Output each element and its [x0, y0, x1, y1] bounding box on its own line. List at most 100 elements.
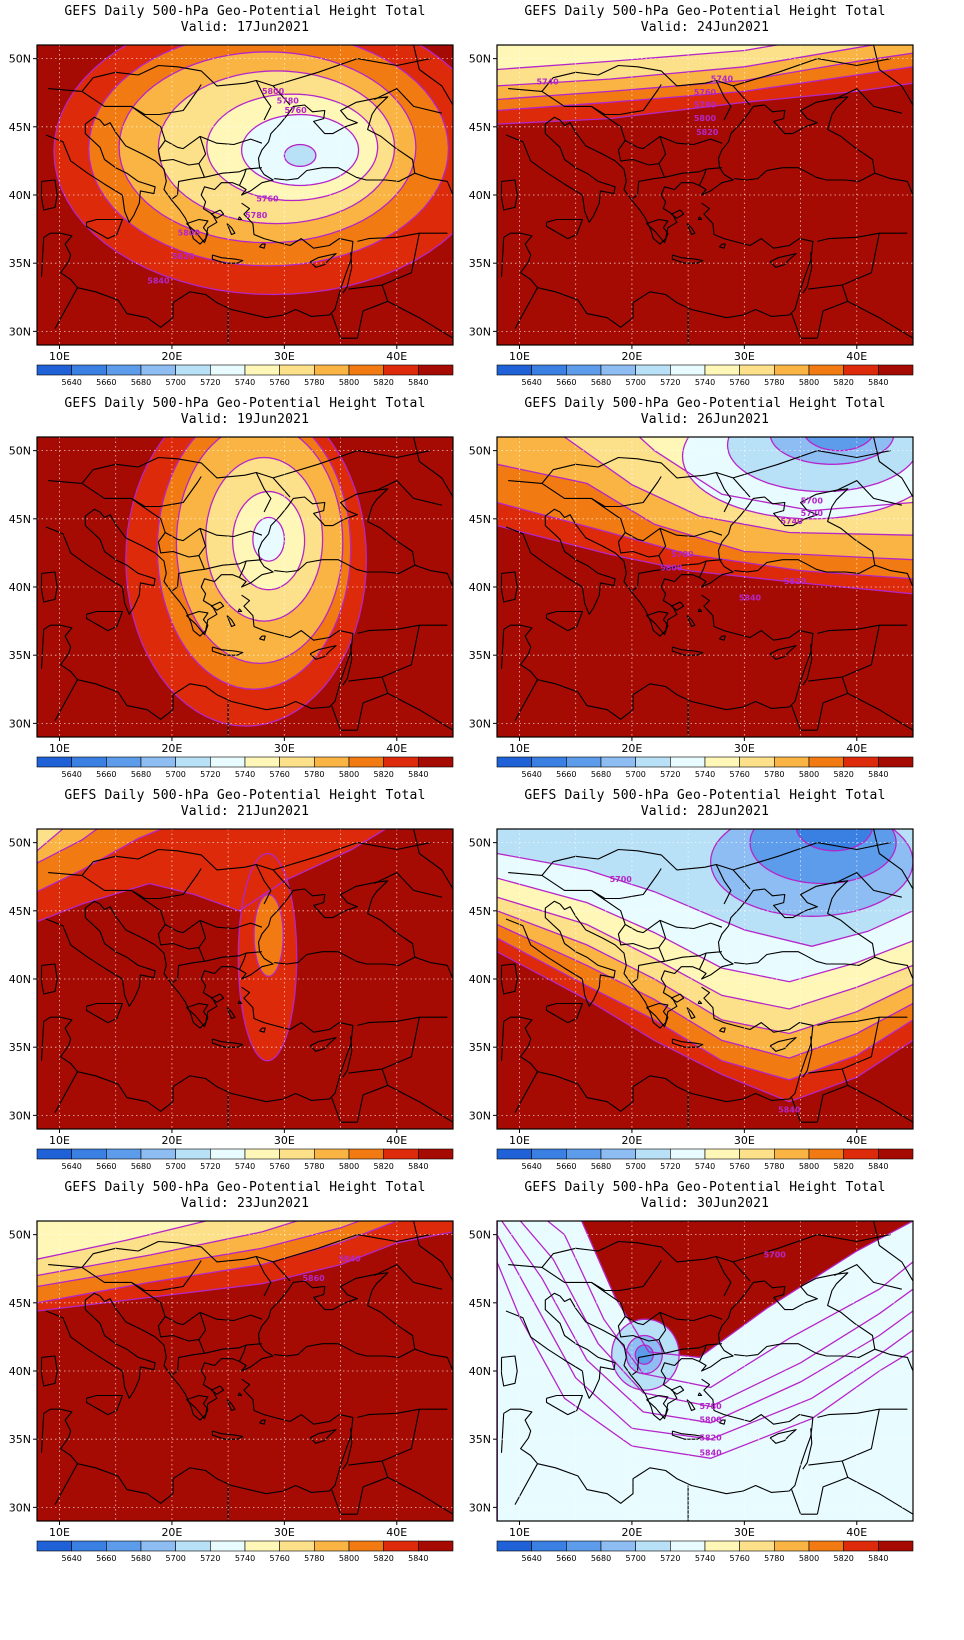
coast-border-line — [348, 1068, 389, 1123]
coast-border-line — [348, 1460, 389, 1515]
lon-label: 40E — [846, 350, 867, 363]
colorbar-swatch — [496, 1148, 532, 1160]
contour-band — [252, 517, 285, 562]
panel-valid-date: Valid: 21Jun2021 — [180, 804, 310, 819]
coast-border-line — [99, 1272, 416, 1421]
contour-line — [88, 45, 450, 267]
coast-border-line — [591, 105, 723, 150]
colorbar-label: 5720 — [660, 1554, 680, 1563]
coast-border-line — [131, 889, 263, 934]
coast-border-line — [413, 829, 453, 890]
coast-border-line — [686, 223, 696, 236]
filled-height-field — [497, 45, 913, 345]
lat-label: 50N — [469, 837, 491, 850]
coast-border-line — [664, 167, 722, 178]
colorbar-swatch — [496, 1540, 532, 1552]
coast-border-line — [204, 951, 262, 962]
contour-label: 5740 — [780, 517, 803, 526]
colorbar-label: 5680 — [591, 378, 611, 387]
coast-border-line — [500, 1021, 505, 1061]
coast-border-line — [387, 1476, 453, 1515]
coast-border-line — [847, 300, 913, 339]
coast-border-line — [255, 80, 272, 121]
coast-border-line — [255, 472, 272, 513]
colorbar-swatch — [175, 756, 211, 768]
colorbar-swatch — [418, 756, 454, 768]
coast-border-line — [210, 601, 225, 611]
contour-line — [497, 82, 913, 125]
colorbar-label: 5840 — [408, 1554, 428, 1563]
colorbar-swatch — [635, 1540, 671, 1552]
coast-border-line — [847, 692, 913, 731]
coast-border-line — [45, 116, 156, 223]
lat-lon-grid — [497, 437, 913, 737]
coast-border-line — [381, 1409, 420, 1462]
contour-line — [283, 143, 317, 168]
colorbar-label: 5780 — [764, 770, 784, 779]
lon-label: 10E — [509, 350, 530, 363]
colorbar-label: 5820 — [834, 770, 854, 779]
coast-border-line — [719, 1027, 726, 1033]
contour-line — [37, 829, 64, 852]
contour-line — [156, 437, 352, 690]
colorbar-label: 5760 — [730, 1554, 750, 1563]
contour-line — [231, 490, 306, 591]
coast-border-line — [414, 172, 453, 196]
contour-label: 5800 — [660, 563, 683, 572]
coast-border-line — [237, 216, 243, 221]
coast-border-line — [342, 644, 353, 686]
coast-border-line — [808, 1068, 849, 1123]
colorbar-label: 5720 — [200, 770, 220, 779]
coast-border-line — [413, 437, 453, 498]
colorbar-swatch — [71, 364, 107, 376]
lat-label: 35N — [9, 1433, 31, 1446]
colorbar-label: 5840 — [408, 1162, 428, 1171]
colorbar: 5640 5660 5680 5700 5720 5740 5760 5780 5800 5820… — [496, 756, 914, 779]
colorbar-label: 5840 — [868, 770, 888, 779]
colorbar-swatch — [106, 364, 142, 376]
colorbar-swatch — [383, 1148, 419, 1160]
colorbar-swatch — [566, 1148, 602, 1160]
contour-line — [206, 93, 379, 202]
lat-label: 40N — [469, 1365, 491, 1378]
colorbar-label: 5720 — [660, 378, 680, 387]
coast-border-line — [715, 80, 732, 121]
lon-label: 10E — [49, 1526, 70, 1539]
colorbar-label: 5720 — [200, 1554, 220, 1563]
colorbar-label: 5680 — [131, 770, 151, 779]
colorbar-label: 5700 — [166, 770, 186, 779]
colorbar: 5640 5660 5680 5700 5720 5740 5760 5780 5800 5820… — [36, 1148, 454, 1171]
colorbar-swatch — [739, 756, 775, 768]
contour-label: 5820 — [784, 577, 807, 586]
map-panel: 5840 5860 50N 45N 40N 35N 30N 10E 20E 30E 40E 5640 5… — [0, 1176, 470, 1586]
colorbar-label: 5800 — [799, 378, 819, 387]
map-panel: 50N 45N 40N 35N 30N 10E 20E 30E 40E 5640 5660 5680 5… — [0, 784, 470, 1194]
coast-border-line — [817, 624, 908, 634]
colorbar-swatch — [279, 1148, 315, 1160]
coast-border-line — [357, 232, 448, 242]
coast-border-line — [54, 1071, 78, 1113]
coast-border-line — [381, 1017, 420, 1070]
coast-border-line — [54, 287, 78, 329]
coast-border-line — [85, 218, 123, 240]
colorbar-label: 5660 — [556, 1162, 576, 1171]
lat-lon-grid — [37, 829, 453, 1129]
coast-border-line — [503, 1378, 814, 1504]
colorbar-label: 5660 — [556, 1554, 576, 1563]
lat-label: 45N — [9, 513, 31, 526]
contour-line — [497, 1221, 913, 1521]
coast-border-line — [664, 1343, 722, 1354]
colorbar-label: 5780 — [764, 1162, 784, 1171]
panel-valid-date: Valid: 17Jun2021 — [180, 20, 310, 35]
colorbar-label: 5800 — [339, 378, 359, 387]
lon-label: 20E — [161, 742, 182, 755]
contour-label: 5780 — [694, 101, 717, 110]
colorbar-label: 5820 — [834, 1554, 854, 1563]
colorbar-swatch — [635, 364, 671, 376]
coast-border-line — [697, 1392, 703, 1397]
coast-border-line — [559, 488, 876, 637]
contour-line — [638, 437, 913, 512]
coast-border-line — [591, 497, 723, 542]
coast-border-line — [309, 253, 337, 268]
coast-border-line — [874, 564, 913, 588]
